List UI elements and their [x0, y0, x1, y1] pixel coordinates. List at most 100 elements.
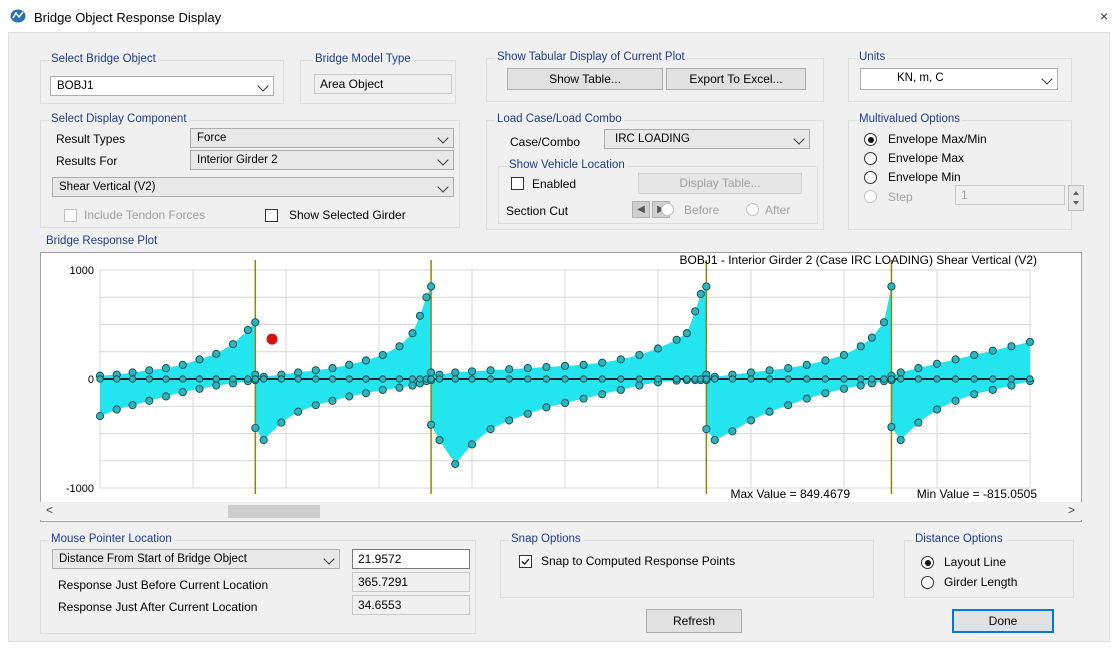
distance-input[interactable]: 21.9572 — [352, 549, 470, 569]
girder-length-radio[interactable] — [921, 576, 934, 589]
data-point — [970, 390, 979, 399]
envelope-max-min-radio[interactable] — [864, 133, 877, 146]
data-point — [362, 375, 370, 383]
response-before-value: 365.7291 — [352, 572, 470, 592]
data-point — [294, 407, 303, 416]
data-point — [408, 375, 417, 383]
data-point — [747, 375, 755, 383]
step-spinner[interactable] — [1068, 185, 1084, 211]
include-tendon-checkbox[interactable] — [64, 209, 77, 222]
units-select[interactable]: KN, m, C — [860, 68, 1058, 90]
scroll-left-icon[interactable]: < — [46, 503, 54, 517]
data-point — [765, 375, 774, 383]
data-point — [682, 329, 691, 338]
result-types-select[interactable]: Force — [190, 128, 454, 148]
data-point — [395, 342, 404, 351]
data-point — [112, 405, 121, 414]
data-point — [195, 384, 204, 393]
data-point — [933, 375, 941, 383]
data-point — [821, 375, 830, 383]
bridge-object-select[interactable]: BOBJ1 — [50, 76, 274, 96]
data-point — [880, 375, 888, 383]
data-point — [260, 375, 268, 383]
refresh-button[interactable]: Refresh — [646, 609, 742, 633]
export-to-excel-button[interactable]: Export To Excel... — [666, 68, 806, 90]
snap-checkbox[interactable] — [519, 555, 532, 568]
data-point — [427, 368, 436, 377]
select-bridge-object-title: Select Bridge Object — [49, 53, 158, 65]
data-point — [486, 375, 495, 383]
vehicle-enabled-checkbox[interactable] — [511, 177, 524, 190]
scrollbar-thumb[interactable] — [228, 505, 320, 518]
data-point — [229, 375, 237, 383]
data-point — [839, 384, 849, 393]
data-point — [312, 375, 320, 383]
case-combo-select[interactable]: IRC LOADING — [604, 129, 810, 149]
step-input[interactable]: 1 — [955, 185, 1065, 205]
before-radio[interactable] — [661, 203, 674, 216]
envelope-max-radio[interactable] — [864, 152, 877, 165]
data-point — [128, 375, 137, 383]
data-point — [746, 368, 756, 377]
plot-horizontal-scrollbar[interactable] — [40, 502, 1082, 520]
data-point — [523, 409, 532, 418]
title-bar — [0, 0, 1118, 30]
distance-select[interactable]: Distance From Start of Bridge Object — [52, 549, 340, 569]
after-radio[interactable] — [746, 203, 759, 216]
data-point — [672, 375, 681, 383]
data-point — [468, 375, 476, 383]
component-select[interactable]: Shear Vertical (V2) — [52, 177, 454, 197]
scroll-right-icon[interactable]: > — [1068, 503, 1076, 517]
data-point — [195, 375, 204, 383]
section-cut-label: Section Cut — [506, 204, 569, 218]
data-point — [505, 375, 513, 383]
close-icon[interactable]: × — [1100, 8, 1109, 24]
vehicle-enabled-label: Enabled — [532, 177, 577, 191]
response-before-label: Response Just Before Current Location — [58, 578, 269, 592]
data-point — [710, 435, 719, 445]
data-point — [451, 368, 460, 377]
data-point — [914, 375, 923, 383]
data-point — [989, 375, 997, 383]
layout-line-radio[interactable] — [921, 556, 934, 569]
section-cut-prev-icon[interactable]: ◀ — [632, 201, 650, 218]
data-point — [879, 318, 889, 327]
app-icon — [10, 9, 26, 23]
data-point — [839, 350, 849, 360]
data-point — [803, 375, 811, 383]
show-selected-girder-checkbox[interactable] — [265, 209, 278, 222]
data-point — [408, 329, 417, 338]
data-point — [914, 364, 923, 373]
envelope-min-radio[interactable] — [864, 171, 877, 184]
data-point — [542, 375, 550, 383]
data-point — [178, 360, 187, 369]
response-after-label: Response Just After Current Location — [58, 600, 258, 614]
show-table-button[interactable]: Show Table... — [507, 68, 663, 90]
display-table-button[interactable]: Display Table... — [638, 173, 802, 194]
response-chart[interactable]: 1000 0 -1000 BOBJ1 - Interior Girder 2 (Ca… — [40, 252, 1080, 502]
results-for-select[interactable]: Interior Girder 2 — [190, 150, 454, 170]
data-point — [243, 325, 252, 334]
step-radio[interactable] — [864, 190, 877, 203]
data-point — [635, 381, 644, 390]
envelope-min-label: Envelope Min — [888, 170, 961, 184]
data-point — [1007, 381, 1016, 390]
data-point — [765, 366, 774, 375]
data-point — [427, 420, 436, 429]
data-point — [415, 311, 424, 320]
data-point — [277, 418, 286, 427]
data-point — [802, 394, 811, 403]
done-button[interactable]: Done — [952, 609, 1054, 633]
data-point — [345, 360, 354, 369]
data-point — [361, 389, 371, 398]
data-point — [467, 440, 477, 449]
layout-line-label: Layout Line — [944, 555, 1007, 569]
data-point — [867, 333, 876, 342]
data-point — [702, 375, 710, 383]
data-point — [162, 375, 170, 383]
response-after-value: 34.6553 — [352, 595, 470, 615]
data-point — [311, 366, 320, 375]
data-point — [951, 355, 960, 364]
distance-options-title: Distance Options — [913, 533, 1005, 545]
data-point — [821, 356, 830, 365]
